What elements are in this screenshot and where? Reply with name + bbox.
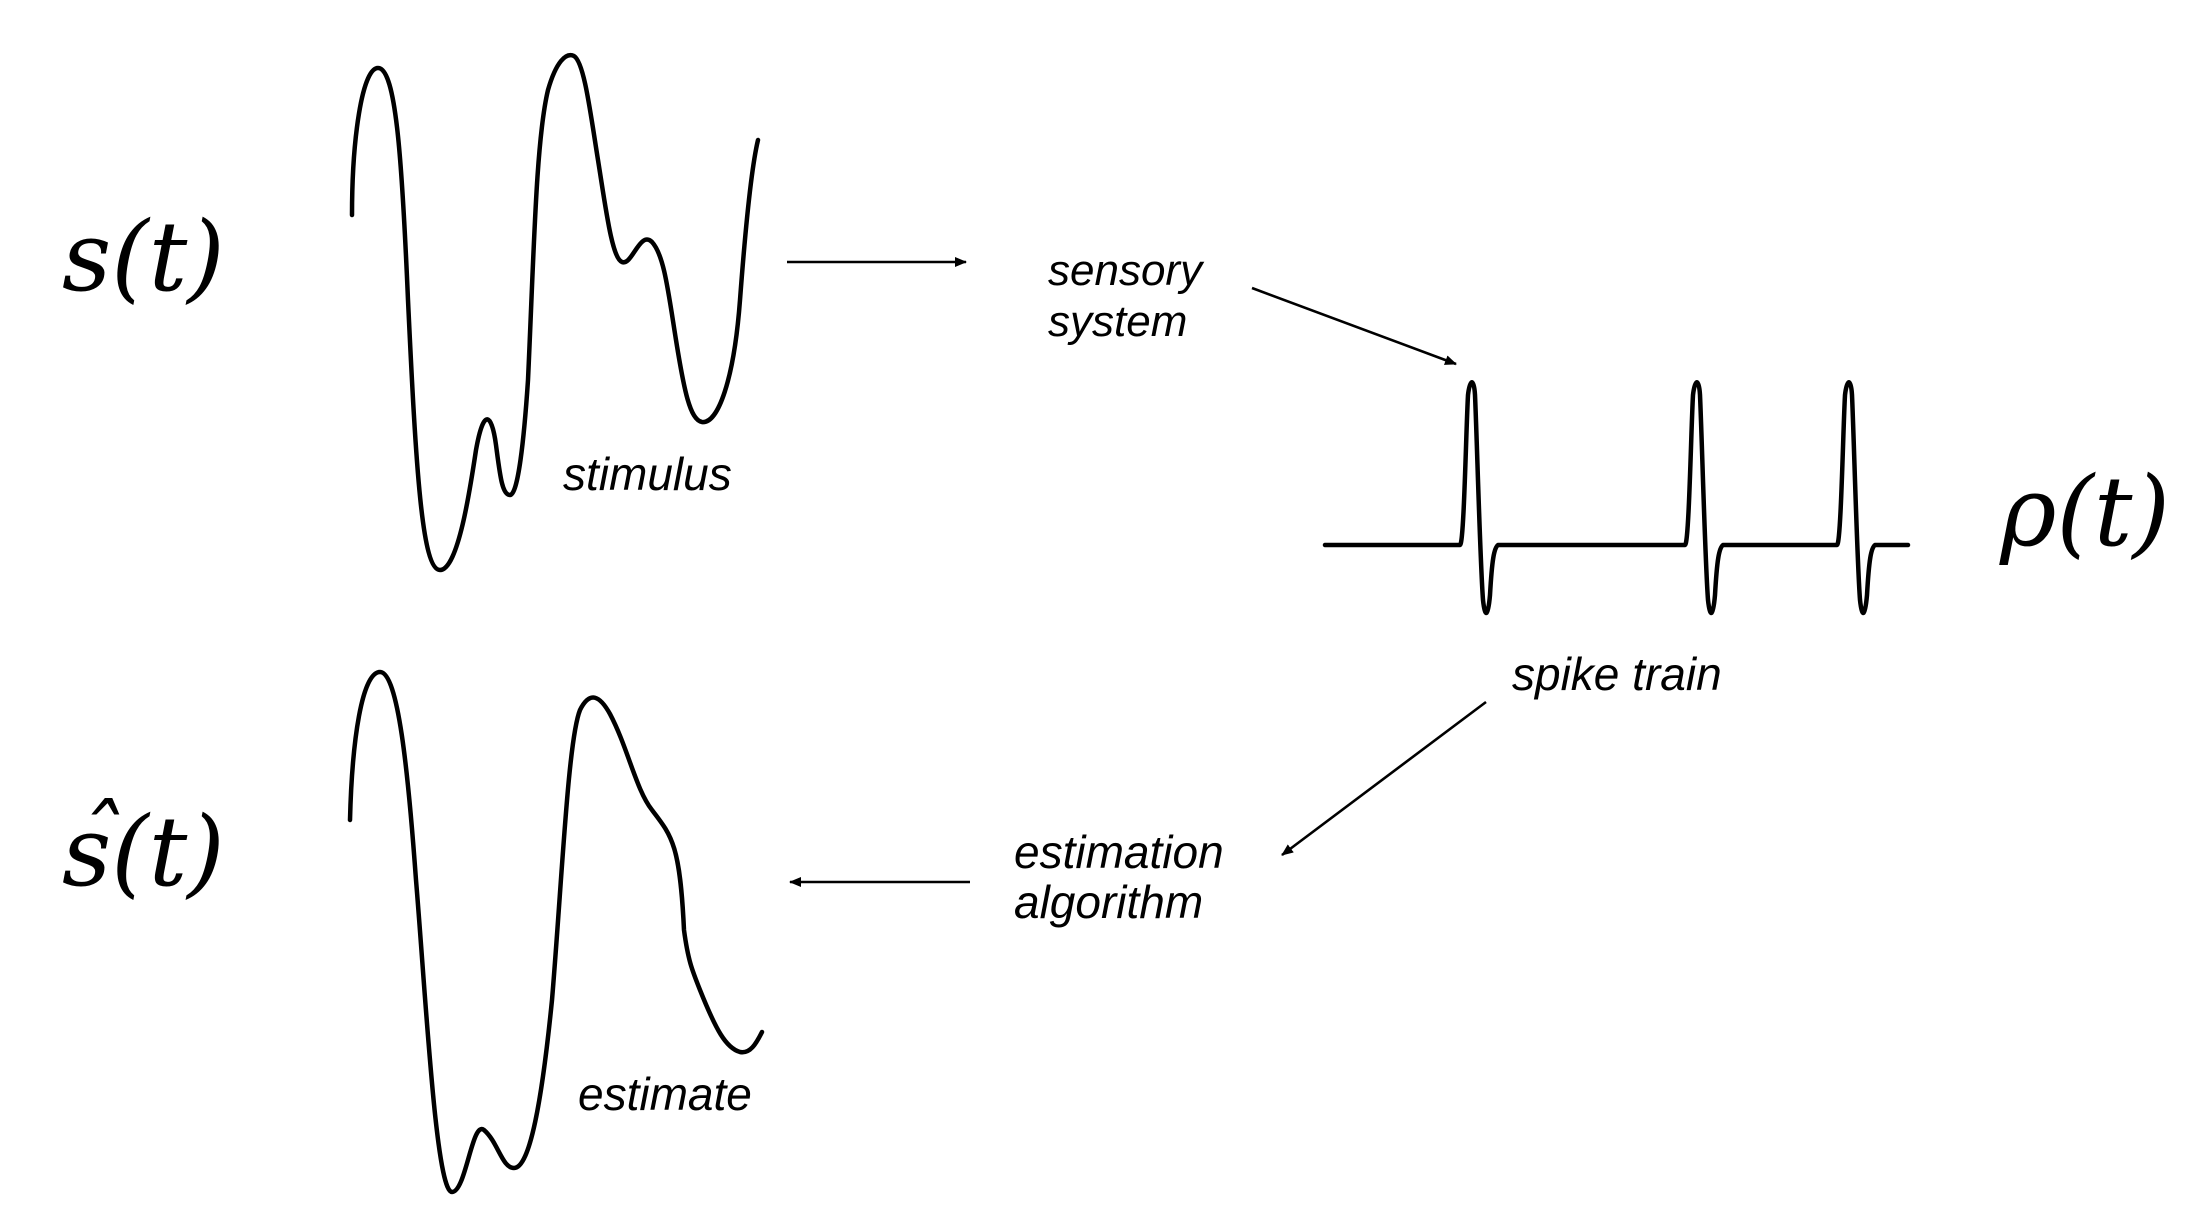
- spike-train-label: spike train: [1512, 648, 1722, 700]
- sensory-system-label-line2: system: [1048, 297, 1187, 346]
- spike-train-waveform: [1322, 380, 1911, 616]
- stimulus-symbol: s(t): [62, 201, 225, 313]
- sensory-to-spike-train-arrow: [1251, 286, 1457, 366]
- estimate-waveform: [347, 669, 765, 1195]
- spike-train-to-estimation-arrow: [1281, 700, 1487, 857]
- stimulus-label: stimulus: [563, 448, 732, 500]
- estimation-algorithm-label-line2: algorithm: [1014, 876, 1203, 928]
- sensory-system-label-line1: sensory: [1048, 246, 1205, 295]
- estimate-label: estimate: [578, 1068, 752, 1120]
- estimate-symbol: s(t): [62, 796, 225, 908]
- stimulus-waveform: [349, 52, 761, 573]
- estimation-algorithm-label-line1: estimation: [1014, 826, 1224, 878]
- response-symbol: ρ(t): [1999, 456, 2170, 568]
- estimate-hat-accent: ˆ: [76, 787, 121, 892]
